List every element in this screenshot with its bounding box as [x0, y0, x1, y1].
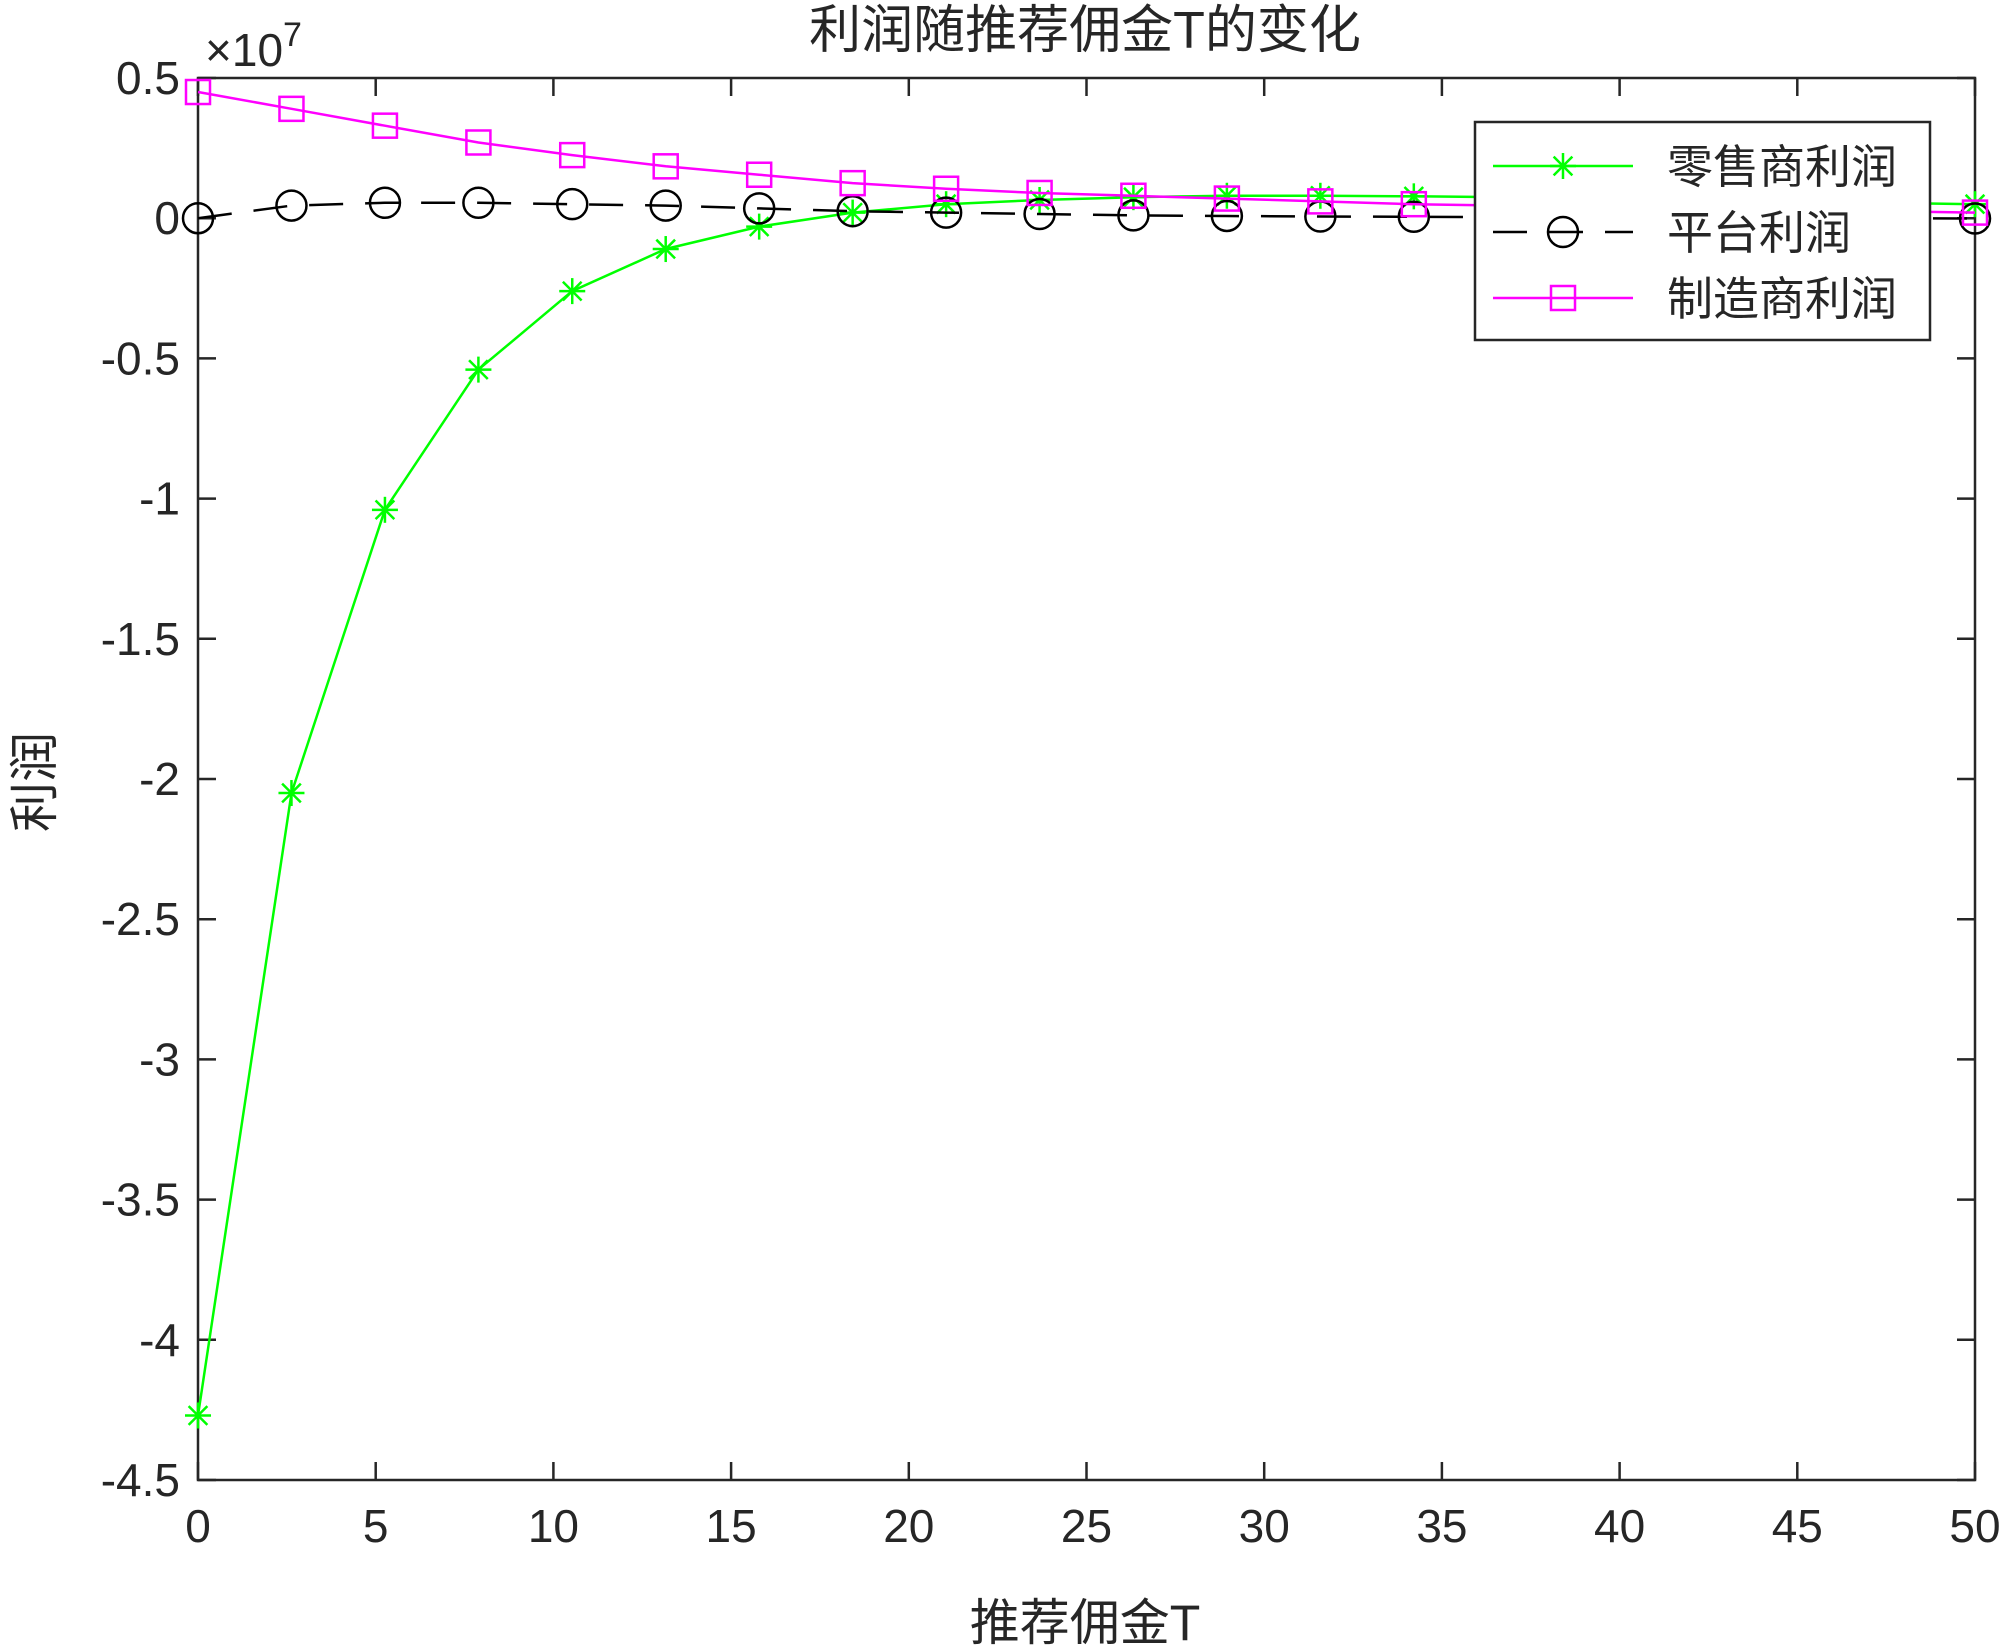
- asterisk-marker: [468, 359, 489, 380]
- legend-entry: 零售商利润: [1493, 141, 1897, 193]
- x-tick-label: 40: [1594, 1500, 1645, 1552]
- y-tick-label: -3: [139, 1033, 180, 1085]
- asterisk-marker: [561, 280, 583, 302]
- legend-entry: 制造商利润: [1493, 273, 1897, 325]
- legend-entry: 平台利润: [1493, 207, 1851, 259]
- square-marker: [1307, 188, 1334, 215]
- y-tick-label: -3.5: [101, 1174, 180, 1226]
- asterisk-marker: [374, 499, 396, 521]
- square-marker: [1026, 179, 1053, 207]
- asterisk-marker: [1123, 186, 1144, 208]
- asterisk-marker: [1552, 155, 1574, 177]
- y-tick-label: -2: [139, 753, 180, 805]
- square-marker: [558, 141, 586, 169]
- y-exponent-base: ×10: [205, 24, 283, 76]
- y-tick-label: -2.5: [101, 893, 180, 945]
- circle-marker: [368, 186, 402, 220]
- x-axis-label: 推荐佣金T: [970, 1595, 1201, 1645]
- square-marker: [839, 169, 866, 197]
- circle-marker: [555, 187, 589, 221]
- y-tick-label: -1.5: [101, 613, 180, 665]
- x-tick-label: 5: [363, 1500, 389, 1552]
- x-tick-label: 20: [883, 1500, 934, 1552]
- x-tick-label: 35: [1416, 1500, 1467, 1552]
- square-marker: [1549, 284, 1577, 312]
- chart-title: 利润随推荐佣金T的变化: [809, 2, 1361, 60]
- legend-label: 平台利润: [1667, 207, 1851, 259]
- legend-label: 零售商利润: [1667, 141, 1897, 193]
- y-exponent-label: ×107: [205, 16, 302, 76]
- circle-marker: [1958, 202, 1992, 235]
- circle-marker: [929, 196, 963, 229]
- x-tick-label: 50: [1949, 1500, 2000, 1552]
- y-tick-label: 0.5: [116, 52, 180, 104]
- circle-marker: [649, 189, 682, 222]
- square-marker: [465, 129, 492, 156]
- square-marker: [371, 112, 399, 139]
- y-axis-label: 利润: [7, 732, 63, 832]
- asterisk-marker: [655, 238, 676, 260]
- circle-marker: [1397, 200, 1431, 234]
- asterisk-marker: [187, 1405, 209, 1426]
- y-tick-label: -4: [139, 1314, 180, 1366]
- square-marker: [932, 175, 960, 203]
- legend-label: 制造商利润: [1667, 273, 1897, 325]
- circle-marker: [1546, 215, 1580, 249]
- square-marker: [1213, 185, 1241, 212]
- circle-marker: [1023, 197, 1056, 231]
- x-tick-label: 10: [528, 1500, 579, 1552]
- x-tick-label: 25: [1061, 1500, 1112, 1552]
- x-tick-label: 45: [1772, 1500, 1823, 1552]
- y-tick-label: -0.5: [101, 332, 180, 384]
- y-exponent-power: 7: [283, 16, 302, 54]
- x-tick-label: 0: [185, 1500, 211, 1552]
- y-tick-label: -1: [139, 473, 180, 525]
- circle-marker: [275, 189, 308, 222]
- x-tick-label: 15: [706, 1500, 757, 1552]
- x-tick-label: 30: [1239, 1500, 1290, 1552]
- square-marker: [652, 153, 679, 180]
- asterisk-marker: [842, 202, 863, 223]
- circle-marker: [742, 192, 776, 225]
- y-tick-label: 0: [154, 192, 180, 244]
- y-tick-label: -4.5: [101, 1454, 180, 1506]
- axes: 0 5 10 15 20 25 30 35 40 45 50 0.5 0 -0.5 -1 -1.5 -2 -2.5…: [101, 16, 2000, 1552]
- circle-marker: [1210, 199, 1244, 233]
- square-marker: [278, 95, 305, 123]
- asterisk-marker: [281, 782, 302, 804]
- square-marker: [745, 161, 773, 188]
- circle-marker: [462, 186, 495, 220]
- asterisk-marker: [748, 216, 770, 237]
- square-marker: [1120, 182, 1147, 210]
- circle-marker: [181, 201, 215, 235]
- square-marker: [1961, 199, 1989, 226]
- square-marker: [1400, 190, 1428, 218]
- circle-marker: [1117, 199, 1150, 232]
- square-marker: [184, 78, 212, 106]
